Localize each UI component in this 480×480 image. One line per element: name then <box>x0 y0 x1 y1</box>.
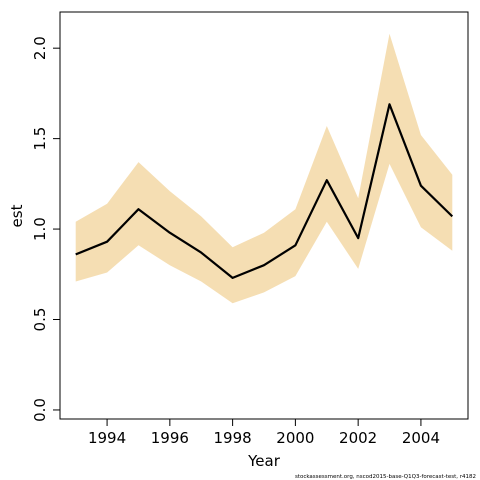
y-axis: 0.0 0.5 1.0 1.5 2.0 <box>31 36 60 422</box>
x-tick-label: 1996 <box>151 429 189 447</box>
confidence-band <box>75 33 453 304</box>
y-tick-label: 1.5 <box>31 127 49 151</box>
y-tick-label: 1.0 <box>31 217 49 241</box>
x-axis: 1994 1996 1998 2000 2002 2004 <box>88 419 440 447</box>
series-line <box>75 103 454 279</box>
plot-frame <box>59 11 469 420</box>
x-tick-label: 1998 <box>214 429 252 447</box>
x-tick-label: 2000 <box>276 429 314 447</box>
x-tick-label: 2004 <box>402 429 440 447</box>
x-tick-label: 2002 <box>339 429 377 447</box>
confidence-band-layer <box>75 33 453 304</box>
footnote: stockassessment.org, nscod2015-base-Q1Q3… <box>295 474 476 480</box>
y-axis-label: est <box>8 204 26 227</box>
y-tick-label: 0.0 <box>31 398 49 422</box>
y-tick-label: 2.0 <box>31 36 49 60</box>
series-line-layer <box>75 103 454 279</box>
x-axis-label: Year <box>247 452 281 470</box>
y-tick-label: 0.5 <box>31 308 49 332</box>
x-tick-label: 1994 <box>88 429 126 447</box>
